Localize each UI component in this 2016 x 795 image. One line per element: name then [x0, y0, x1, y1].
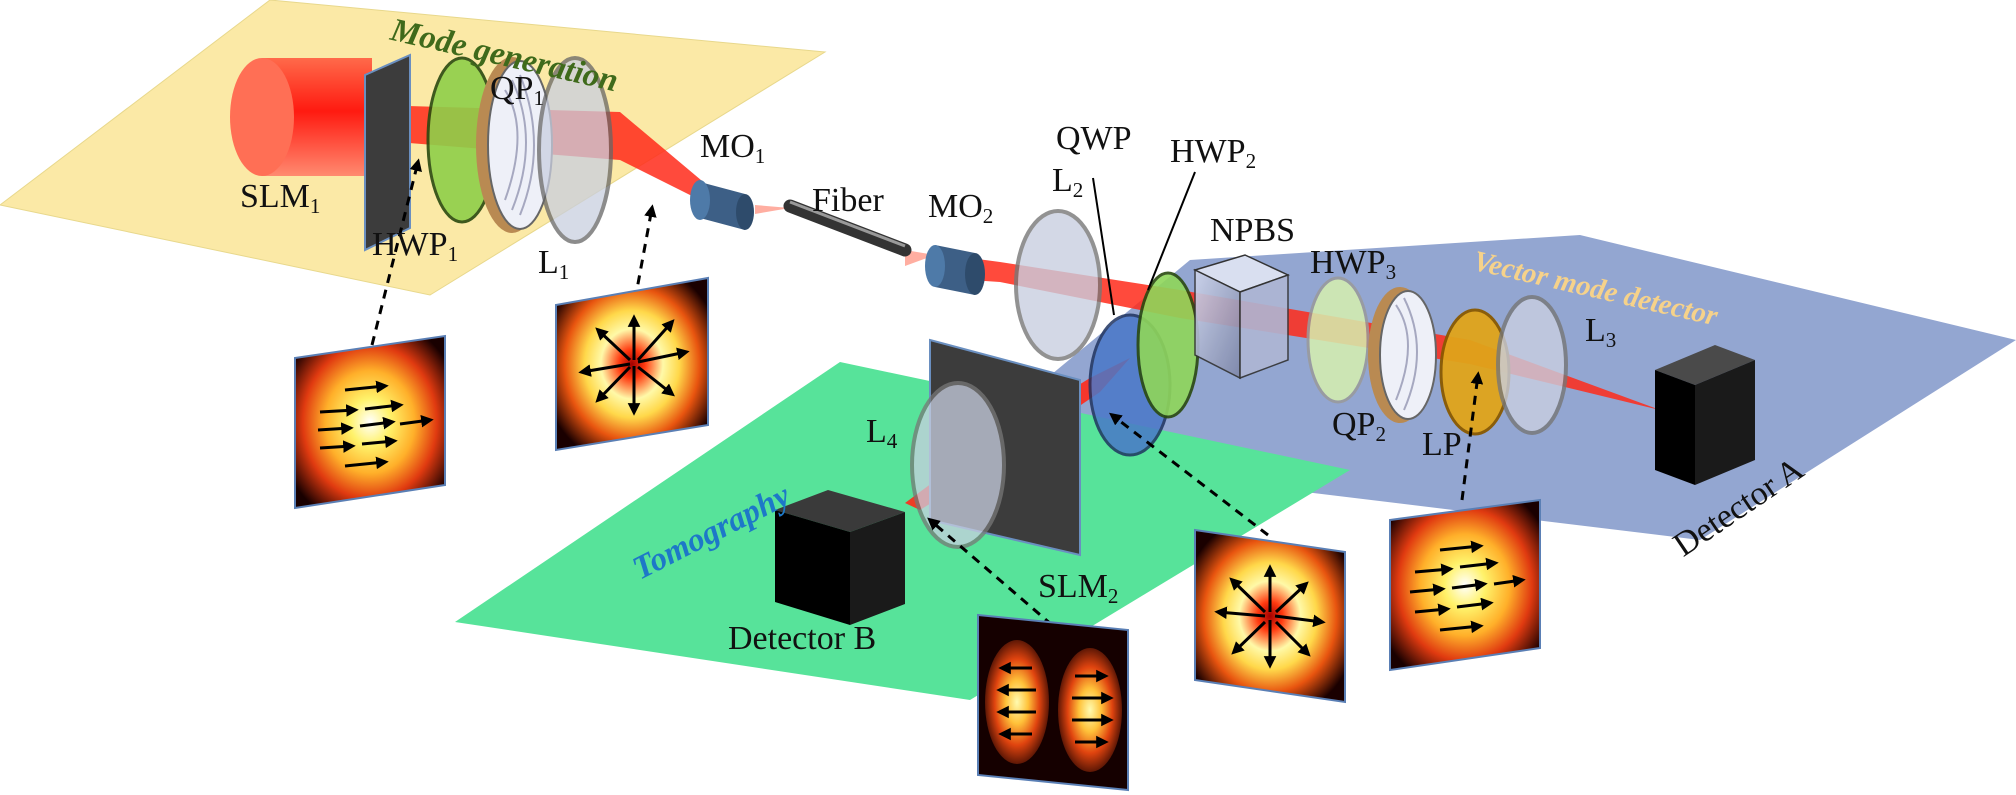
input-beam-end: [230, 58, 294, 176]
label-mo1: MO1: [700, 128, 766, 168]
dashed-pointers: [370, 158, 1484, 627]
inset-tomography-mode: [977, 613, 1129, 792]
label-hwp3: HWP3: [1310, 244, 1397, 284]
beam-mo1-cone: [755, 205, 790, 214]
label-npbs: NPBS: [1210, 212, 1296, 249]
mo2-objective: [925, 245, 985, 295]
l4-lens: [910, 381, 1006, 549]
slm1-panel: [364, 53, 411, 252]
hwp2-plate: [1136, 271, 1200, 419]
qp1-plate: [476, 57, 553, 233]
label-l1: L1: [538, 244, 570, 284]
l2-lens: [1014, 209, 1102, 361]
l3-lens: [1496, 295, 1568, 435]
label-qwp: QWP: [1056, 120, 1132, 157]
label-lp: LP: [1422, 426, 1462, 463]
label-slm2: SLM2: [1038, 568, 1119, 608]
qp2-plate: [1368, 287, 1437, 423]
inset-vector-mode: [1194, 528, 1346, 704]
label-detector-b: Detector B: [728, 620, 877, 657]
label-qp1: QP1: [490, 70, 545, 110]
mode-generation-zone: [0, 0, 827, 296]
mo1-objective: [690, 180, 754, 230]
l1-lens: [537, 56, 613, 244]
label-slm1: SLM1: [240, 178, 321, 218]
npbs-cube: [1192, 254, 1290, 380]
label-mo2: MO2: [928, 188, 994, 228]
detector-b-box: [775, 490, 905, 625]
detector-a-box: [1655, 345, 1755, 485]
label-fiber: Fiber: [812, 182, 884, 219]
label-l4: L4: [866, 413, 898, 453]
label-hwp2: HWP2: [1170, 133, 1257, 173]
leader-lines: [1092, 171, 1196, 316]
label-hwp1: HWP1: [372, 226, 459, 266]
inset-horizontal-polarization: [294, 334, 446, 510]
inset-radial-polarization: [555, 276, 709, 452]
inset-lp-output: [1389, 498, 1541, 672]
hwp3-plate: [1306, 276, 1370, 404]
label-l3: L3: [1585, 312, 1617, 352]
label-qp2: QP2: [1332, 406, 1387, 446]
fiber: [783, 199, 912, 257]
label-l2: L2: [1052, 162, 1084, 202]
